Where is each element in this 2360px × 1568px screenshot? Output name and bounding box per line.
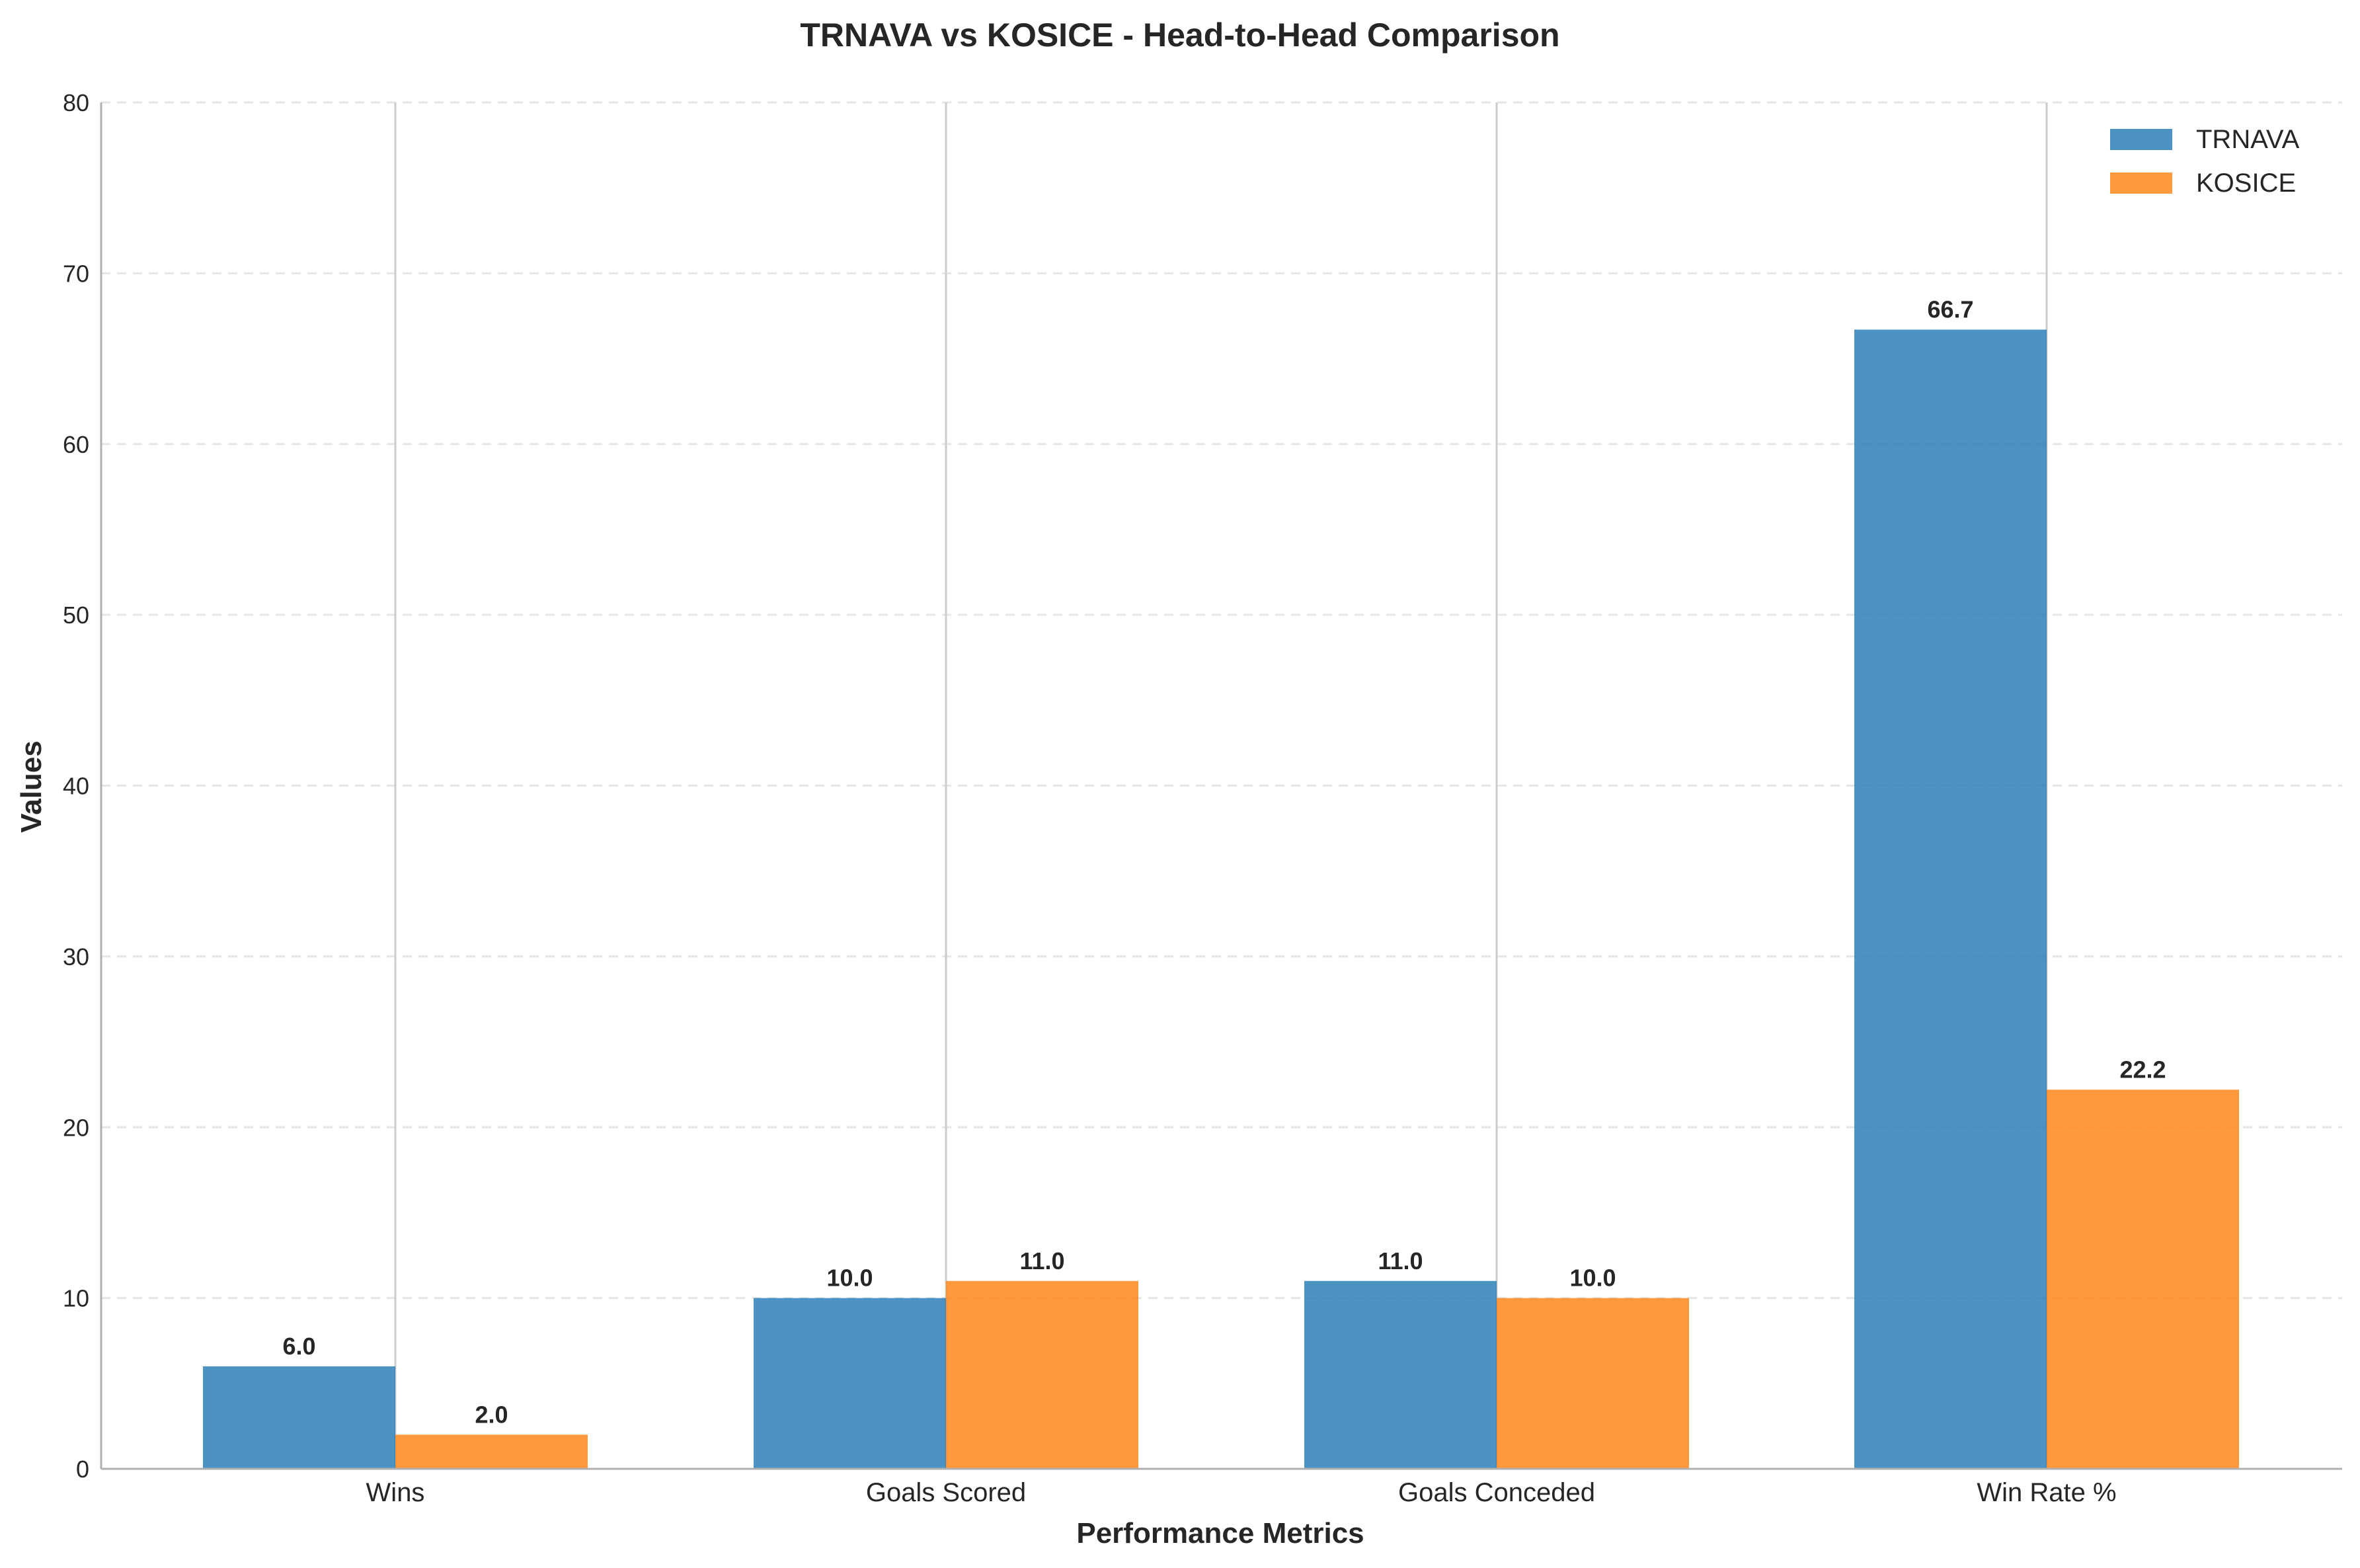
x-tick-label: Wins bbox=[366, 1478, 425, 1507]
y-tick-label: 50 bbox=[63, 602, 89, 629]
value-label-kosice-4: 22.2 bbox=[2119, 1056, 2166, 1083]
bars bbox=[203, 329, 2239, 1469]
value-label-kosice-2: 11.0 bbox=[1019, 1247, 1064, 1274]
legend-swatch-kosice bbox=[2110, 173, 2172, 194]
bar-trnava-3 bbox=[1304, 1280, 1497, 1469]
value-label-trnava-2: 10.0 bbox=[826, 1265, 873, 1292]
value-label-trnava-4: 66.7 bbox=[1927, 296, 1973, 323]
bar-kosice-2 bbox=[946, 1280, 1138, 1469]
bar-trnava-2 bbox=[754, 1298, 946, 1469]
x-tick-label: Win Rate % bbox=[1977, 1478, 2116, 1507]
bar-trnava-4 bbox=[1854, 329, 2047, 1469]
legend-swatch-trnava bbox=[2110, 129, 2172, 150]
value-labels: 6.0 10.0 11.0 66.7 2.0 11.0 10.0 22.2 bbox=[282, 296, 2166, 1429]
y-tick-label: 70 bbox=[63, 260, 89, 287]
y-tick-label: 0 bbox=[76, 1456, 89, 1483]
y-tick-label: 20 bbox=[63, 1114, 89, 1141]
bar-kosice-4 bbox=[2047, 1089, 2239, 1469]
x-tick-label: Goals Conceded bbox=[1398, 1478, 1595, 1507]
legend-label-kosice: KOSICE bbox=[2196, 169, 2296, 198]
value-label-trnava-3: 11.0 bbox=[1378, 1247, 1423, 1274]
value-label-kosice-3: 10.0 bbox=[1569, 1265, 1616, 1292]
y-tick-label: 30 bbox=[63, 943, 89, 970]
y-axis-label: Values bbox=[15, 740, 48, 832]
value-label-kosice-1: 2.0 bbox=[475, 1401, 508, 1428]
y-tick-labels: 0 10 20 30 40 50 60 70 80 bbox=[63, 89, 89, 1483]
legend-label-trnava: TRNAVA bbox=[2196, 125, 2300, 154]
grid-lines bbox=[101, 101, 2342, 1469]
bar-trnava-1 bbox=[203, 1366, 395, 1469]
legend: TRNAVA KOSICE bbox=[2110, 125, 2300, 198]
bar-kosice-3 bbox=[1497, 1298, 1689, 1469]
bar-kosice-1 bbox=[395, 1434, 588, 1469]
x-tick-label: Goals Scored bbox=[866, 1478, 1026, 1507]
chart-title: TRNAVA vs KOSICE - Head-to-Head Comparis… bbox=[800, 17, 1559, 54]
y-tick-label: 10 bbox=[63, 1285, 89, 1312]
x-tick-labels: Wins Goals Scored Goals Conceded Win Rate % bbox=[366, 1478, 2117, 1507]
x-axis-label: Performance Metrics bbox=[1076, 1517, 1364, 1549]
y-tick-label: 60 bbox=[63, 431, 89, 458]
y-tick-label: 80 bbox=[63, 89, 89, 116]
value-label-trnava-1: 6.0 bbox=[282, 1333, 315, 1360]
axes bbox=[100, 102, 2342, 1470]
y-tick-label: 40 bbox=[63, 773, 89, 800]
